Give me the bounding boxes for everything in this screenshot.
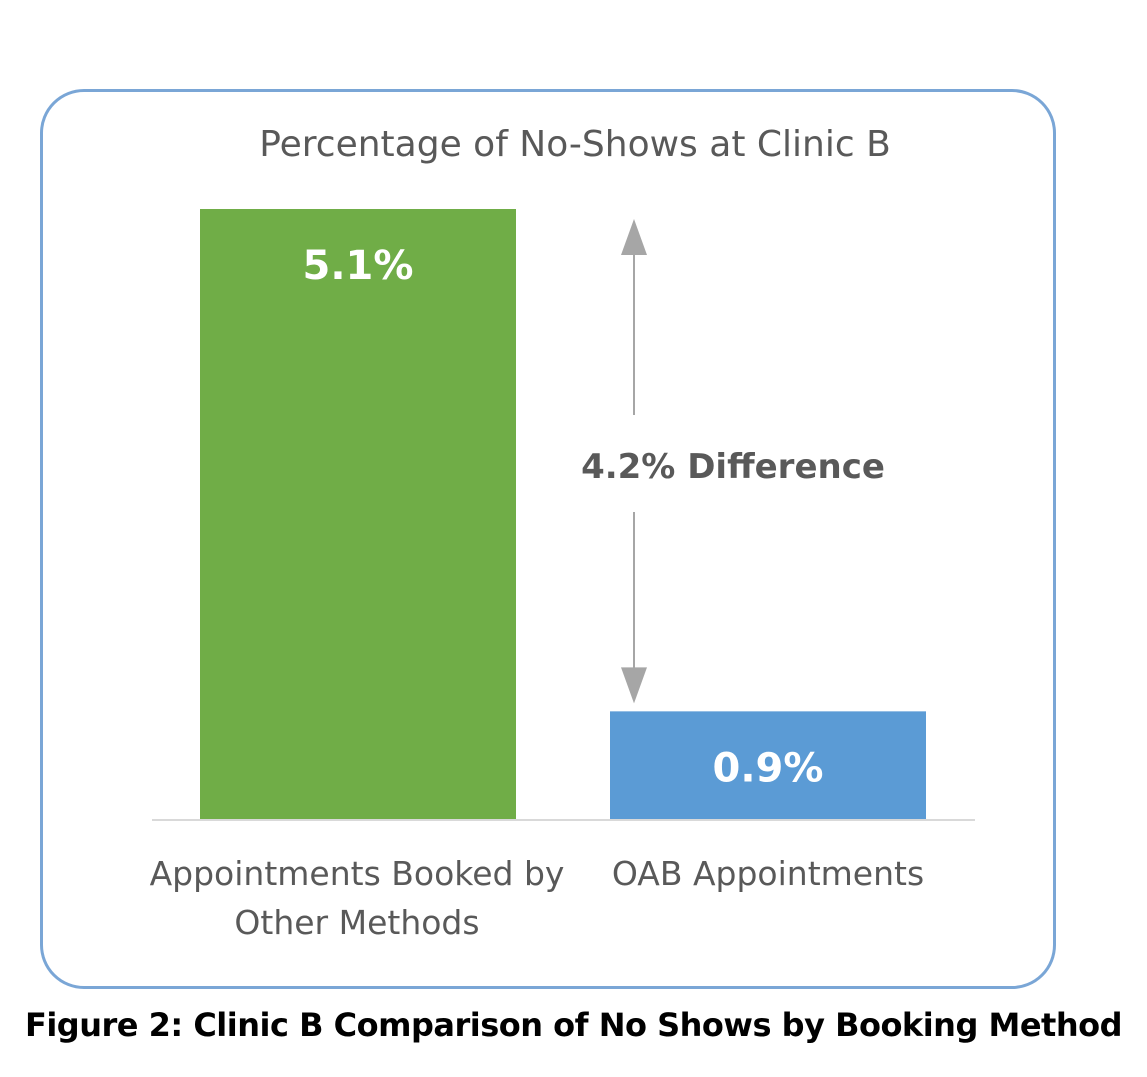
bar-data-label-1: 5.1%: [303, 243, 414, 289]
difference-annotation: 4.2% Difference: [581, 447, 885, 487]
category-label-2-line-1: OAB Appointments: [612, 854, 924, 893]
arrow-down-head: [621, 667, 647, 704]
difference-arrow: [621, 219, 647, 704]
category-label-1-line-2: Other Methods: [234, 903, 479, 942]
bars-layer: 5.1% 0.9%: [200, 209, 926, 819]
bar-1: [200, 209, 516, 819]
bar-data-label-2: 0.9%: [713, 745, 824, 791]
figure-caption: Figure 2: Clinic B Comparison of No Show…: [24, 1006, 1123, 1044]
category-label-1-line-1: Appointments Booked by: [150, 854, 565, 893]
arrow-up-head: [621, 219, 647, 255]
chart-title: Percentage of No-Shows at Clinic B: [259, 124, 891, 165]
bar-2: [610, 711, 926, 819]
category-labels: Appointments Booked by Other Methods OAB A…: [150, 854, 925, 942]
